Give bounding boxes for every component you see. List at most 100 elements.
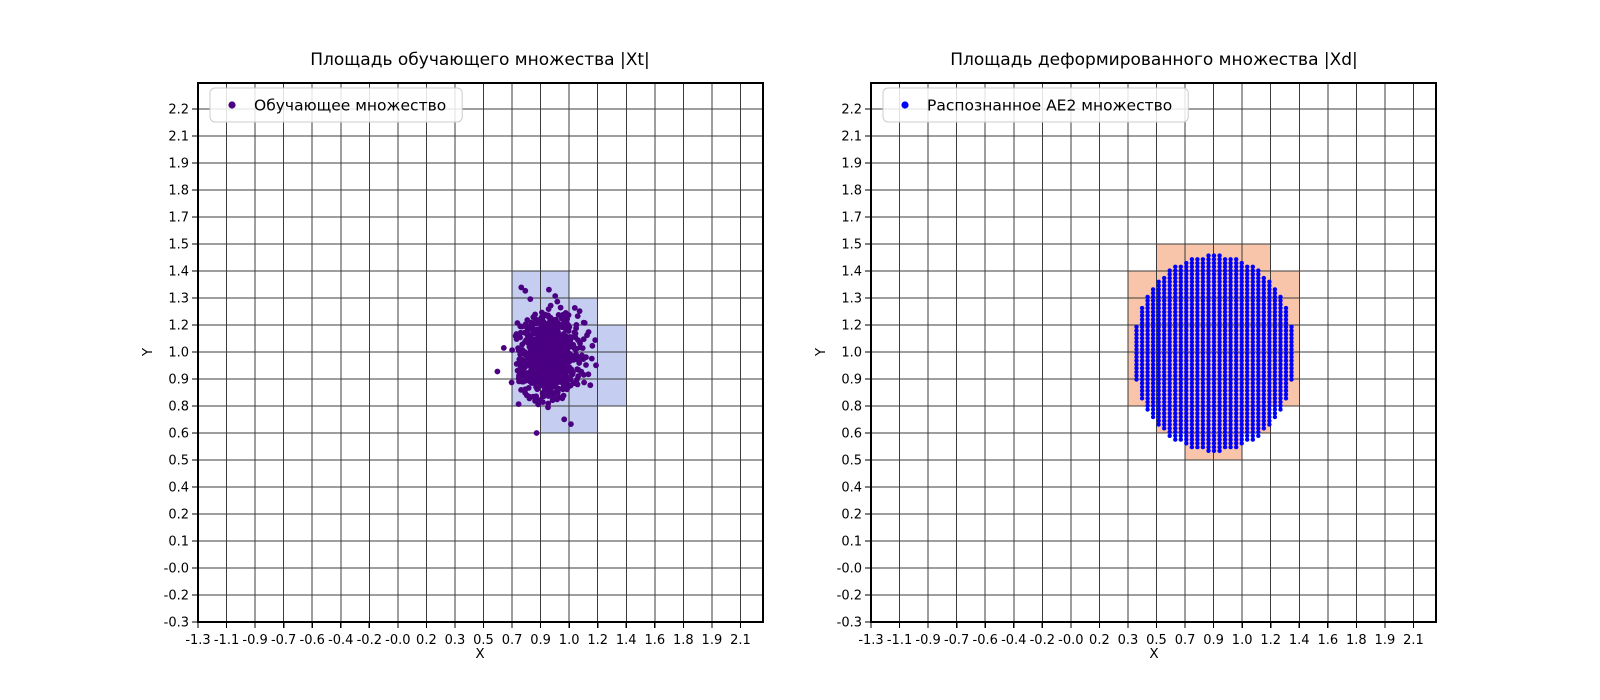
y-tick-label: 1.2 — [841, 319, 862, 334]
y-tick-label: 0.4 — [168, 481, 189, 496]
y-tick-label: 1.4 — [168, 265, 189, 280]
x-tick-label: -1.1 — [887, 633, 912, 648]
legend-marker-dot — [228, 101, 236, 109]
y-axis-label-right: Y — [813, 347, 829, 357]
grid-lines — [197, 83, 763, 623]
x-tick-label: -0.9 — [915, 633, 940, 648]
x-tick-label: -0.0 — [1058, 633, 1083, 648]
subplot-deformed-set: -1.3 -1.1 -0.9 -0.7 -0.6 -0.4 -0.2 -0.0 0.2 0.3 0.… — [837, 82, 1437, 649]
x-tick-label: 0.3 — [445, 633, 466, 648]
plot-title-left: Площадь обучающего множества |Xt| — [310, 50, 650, 70]
x-tick-label: 0.2 — [1089, 633, 1110, 648]
y-tick-label: 1.9 — [841, 157, 862, 172]
y-tick-label: 0.9 — [841, 373, 862, 388]
x-axis-label-left: X — [475, 646, 484, 662]
subplot-training-set: -1.3 -1.1 -0.9 -0.7 -0.6 -0.4 -0.2 -0.0 0.2 0.3 0.… — [164, 82, 764, 649]
y-tick-label: 0.1 — [841, 535, 862, 550]
y-tick-label: 0.1 — [168, 535, 189, 550]
x-tick-label: 0.7 — [1175, 633, 1196, 648]
x-tick-label: 1.8 — [673, 633, 694, 648]
x-tick-label: 1.9 — [1375, 633, 1396, 648]
y-tick-label: 1.0 — [168, 346, 189, 361]
y-tick-label: 0.6 — [168, 427, 189, 442]
x-axis-label-right: X — [1149, 646, 1158, 662]
y-tick-label: -0.0 — [837, 562, 862, 577]
tick-labels: -1.3 -1.1 -0.9 -0.7 -0.6 -0.4 -0.2 -0.0 0.2 0.3 0.… — [164, 103, 751, 649]
x-tick-label: 0.9 — [530, 633, 551, 648]
y-tick-label: -0.0 — [164, 562, 189, 577]
x-tick-label: 0.9 — [1203, 633, 1224, 648]
x-tick-label: 0.5 — [1146, 633, 1167, 648]
y-tick-label: 1.8 — [841, 184, 862, 199]
x-tick-label: 1.0 — [1232, 633, 1253, 648]
legend-box — [882, 87, 1189, 123]
axis-ticks — [865, 108, 1415, 628]
y-tick-label: 0.9 — [168, 373, 189, 388]
x-tick-label: 1.2 — [1260, 633, 1281, 648]
y-tick-label: -0.3 — [837, 616, 862, 631]
x-tick-label: -0.2 — [357, 633, 382, 648]
y-tick-label: 1.2 — [168, 319, 189, 334]
y-tick-label: 2.2 — [841, 103, 862, 118]
y-tick-label: 0.8 — [168, 400, 189, 415]
y-tick-label: 1.0 — [841, 346, 862, 361]
x-tick-label: 2.1 — [1403, 633, 1424, 648]
tick-labels: -1.3 -1.1 -0.9 -0.7 -0.6 -0.4 -0.2 -0.0 0.2 0.3 0.… — [837, 103, 1424, 649]
axis-ticks — [192, 108, 742, 628]
x-tick-label: 1.9 — [702, 633, 723, 648]
y-tick-label: 0.5 — [841, 454, 862, 469]
y-tick-label: 1.3 — [841, 292, 862, 307]
y-tick-label: -0.2 — [164, 589, 189, 604]
x-tick-label: 1.4 — [616, 633, 637, 648]
axes-frame — [197, 82, 764, 623]
legend-label: Распознанное AE2 множество — [927, 97, 1172, 115]
dot-grid-points — [1134, 253, 1294, 453]
y-tick-label: 1.5 — [168, 238, 189, 253]
y-axis-label-left: Y — [140, 347, 156, 357]
y-tick-label: 1.9 — [168, 157, 189, 172]
y-tick-label: 1.7 — [841, 211, 862, 226]
axes-frame — [870, 82, 1437, 623]
y-tick-label: 0.2 — [841, 508, 862, 523]
y-tick-label: 2.1 — [841, 130, 862, 145]
x-tick-label: -0.4 — [328, 633, 353, 648]
y-tick-label: 0.4 — [841, 481, 862, 496]
x-tick-label: 0.3 — [1118, 633, 1139, 648]
x-tick-label: 0.7 — [502, 633, 523, 648]
x-tick-label: -1.3 — [185, 633, 210, 648]
x-tick-label: 1.6 — [1317, 633, 1338, 648]
x-tick-label: -1.1 — [214, 633, 239, 648]
y-tick-label: 0.2 — [168, 508, 189, 523]
y-tick-label: -0.3 — [164, 616, 189, 631]
x-tick-label: -0.7 — [944, 633, 969, 648]
y-tick-label: 2.1 — [168, 130, 189, 145]
y-tick-label: 0.8 — [841, 400, 862, 415]
legend-marker-dot — [901, 101, 909, 109]
x-tick-label: 1.2 — [587, 633, 608, 648]
x-tick-label: -0.6 — [300, 633, 325, 648]
scatter-points — [494, 284, 599, 436]
plot-title-right: Площадь деформированного множества |Xd| — [950, 50, 1358, 70]
x-tick-label: 0.5 — [473, 633, 494, 648]
legend-box — [209, 87, 463, 123]
legend: Обучающее множество — [209, 87, 463, 123]
x-tick-label: -0.6 — [973, 633, 998, 648]
y-tick-label: -0.2 — [837, 589, 862, 604]
x-tick-label: -0.7 — [271, 633, 296, 648]
x-tick-label: 1.4 — [1289, 633, 1310, 648]
x-tick-label: 1.8 — [1346, 633, 1367, 648]
x-tick-label: 1.6 — [644, 633, 665, 648]
x-tick-label: -1.3 — [858, 633, 883, 648]
x-tick-label: -0.0 — [385, 633, 410, 648]
x-tick-label: 0.2 — [416, 633, 437, 648]
y-tick-label: 1.3 — [168, 292, 189, 307]
x-tick-label: 1.0 — [559, 633, 580, 648]
y-tick-label: 1.8 — [168, 184, 189, 199]
y-tick-label: 0.6 — [841, 427, 862, 442]
y-tick-label: 1.4 — [841, 265, 862, 280]
y-tick-label: 2.2 — [168, 103, 189, 118]
x-tick-label: -0.4 — [1001, 633, 1026, 648]
legend-label: Обучающее множество — [254, 97, 446, 115]
x-tick-label: 2.1 — [730, 633, 751, 648]
